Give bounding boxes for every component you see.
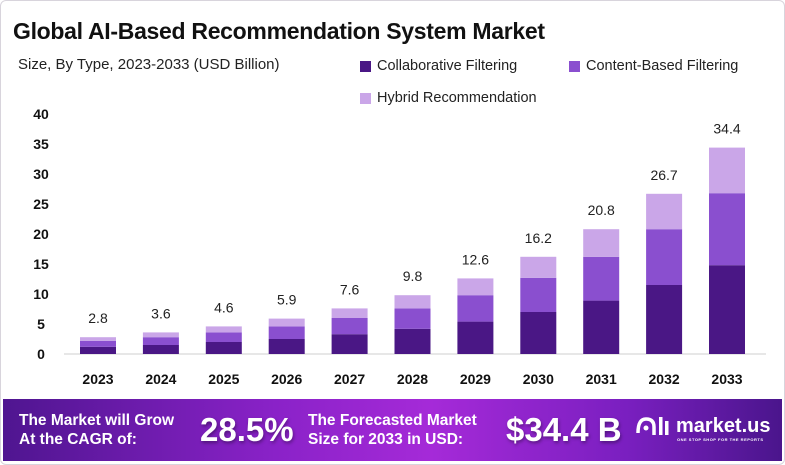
forecast-caption-line1: The Forecasted Market — [308, 412, 477, 429]
forecast-caption: The Forecasted Market Size for 2033 in U… — [308, 411, 477, 449]
bar-segment-content-based-filtering-2032 — [646, 229, 683, 285]
total-data-label: 3.6 — [151, 305, 171, 321]
x-tick-label: 2032 — [649, 371, 680, 387]
total-data-label: 2.8 — [88, 310, 108, 326]
x-tick-label: 2023 — [82, 371, 113, 387]
bar-segment-collaborative-filtering-2031 — [583, 300, 620, 354]
cagr-value: 28.5% — [200, 411, 294, 448]
x-tick-label: 2024 — [145, 371, 176, 387]
bar-segment-collaborative-filtering-2026 — [268, 339, 305, 354]
bar-segment-hybrid-recommendation-2023 — [80, 337, 116, 341]
bar-segment-collaborative-filtering-2033 — [709, 265, 745, 354]
legend-item-hybrid: Hybrid Recommendation — [360, 90, 537, 106]
bar-segment-hybrid-recommendation-2028 — [394, 295, 431, 309]
bar-segment-collaborative-filtering-2030 — [520, 312, 557, 354]
bar-segment-content-based-filtering-2030 — [520, 277, 557, 312]
cagr-caption-line2: At the CAGR of: — [19, 431, 137, 448]
forecast-value: $34.4 B — [506, 411, 622, 448]
bar-segment-hybrid-recommendation-2027 — [331, 308, 368, 318]
bar-chart: 05101520253035402.820233.620244.620255.9… — [33, 106, 766, 387]
legend-item-content-based: Content-Based Filtering — [569, 58, 738, 74]
total-data-label: 34.4 — [713, 121, 740, 137]
bar-segment-collaborative-filtering-2029 — [457, 321, 494, 354]
market-us-logo: market.us ONE STOP SHOP FOR THE REPORTS — [635, 413, 771, 442]
y-tick-label: 0 — [37, 346, 45, 362]
logo-tagline: ONE STOP SHOP FOR THE REPORTS — [677, 437, 764, 442]
bar-segment-content-based-filtering-2031 — [583, 256, 620, 301]
legend-swatch — [360, 60, 371, 72]
x-tick-label: 2025 — [208, 371, 239, 387]
y-tick-label: 20 — [33, 226, 49, 242]
bar-segment-hybrid-recommendation-2026 — [268, 318, 305, 327]
bar-segment-hybrid-recommendation-2033 — [709, 147, 745, 194]
total-data-label: 7.6 — [340, 281, 360, 297]
bar-segment-collaborative-filtering-2028 — [394, 328, 431, 354]
bar-segment-hybrid-recommendation-2024 — [142, 332, 179, 338]
bar-segment-collaborative-filtering-2023 — [80, 346, 116, 354]
legend-item-collaborative: Collaborative Filtering — [360, 58, 517, 74]
x-tick-label: 2030 — [523, 371, 554, 387]
x-tick-label: 2027 — [334, 371, 365, 387]
total-data-label: 9.8 — [403, 268, 423, 284]
bar-segment-content-based-filtering-2028 — [394, 308, 431, 329]
legend-label: Content-Based Filtering — [586, 58, 739, 74]
bar-segment-content-based-filtering-2025 — [205, 332, 242, 342]
bar-segment-hybrid-recommendation-2032 — [646, 193, 683, 230]
x-tick-label: 2031 — [586, 371, 617, 387]
chart-subtitle: Size, By Type, 2023-2033 (USD Billion) — [18, 56, 280, 73]
bar-segment-content-based-filtering-2024 — [142, 337, 179, 345]
y-tick-label: 15 — [33, 256, 49, 272]
legend-swatch — [360, 92, 371, 104]
total-data-label: 4.6 — [214, 299, 234, 315]
legend-label: Collaborative Filtering — [377, 58, 518, 74]
y-tick-label: 35 — [33, 136, 49, 152]
logo-icon — [636, 417, 669, 435]
y-tick-label: 30 — [33, 166, 49, 182]
summary-banner: The Market will Grow At the CAGR of: 28.… — [3, 399, 782, 461]
total-data-label: 12.6 — [462, 251, 489, 267]
legend-swatch — [569, 60, 580, 72]
bar-segment-hybrid-recommendation-2030 — [520, 256, 557, 278]
bar-segment-hybrid-recommendation-2029 — [457, 278, 494, 296]
bar-segment-collaborative-filtering-2032 — [646, 285, 683, 354]
y-tick-label: 5 — [37, 316, 45, 332]
total-data-label: 20.8 — [588, 202, 615, 218]
logo-text: market.us — [676, 414, 771, 437]
legend-label: Hybrid Recommendation — [377, 90, 537, 106]
x-tick-label: 2033 — [711, 371, 742, 387]
bar-segment-content-based-filtering-2026 — [268, 326, 305, 339]
cagr-caption-line1: The Market will Grow — [19, 412, 175, 429]
bar-segment-collaborative-filtering-2024 — [142, 345, 179, 354]
bar-segment-collaborative-filtering-2027 — [331, 334, 368, 354]
bar-segment-hybrid-recommendation-2025 — [205, 326, 242, 333]
forecast-caption-line2: Size for 2033 in USD: — [308, 431, 464, 448]
x-tick-label: 2026 — [271, 371, 302, 387]
y-tick-label: 40 — [33, 106, 49, 122]
x-tick-label: 2028 — [397, 371, 428, 387]
bar-segment-hybrid-recommendation-2031 — [583, 229, 620, 257]
total-data-label: 5.9 — [277, 292, 297, 308]
y-tick-label: 25 — [33, 196, 49, 212]
bar-segment-content-based-filtering-2027 — [331, 318, 368, 335]
total-data-label: 26.7 — [650, 167, 677, 183]
y-tick-label: 10 — [33, 286, 49, 302]
chart-title: Global AI-Based Recommendation System Ma… — [13, 18, 545, 44]
bar-segment-content-based-filtering-2023 — [80, 340, 116, 347]
cagr-caption: The Market will Grow At the CAGR of: — [19, 411, 174, 449]
x-tick-label: 2029 — [460, 371, 491, 387]
bar-segment-content-based-filtering-2029 — [457, 295, 494, 322]
bar-segment-content-based-filtering-2033 — [709, 193, 745, 266]
bar-segment-collaborative-filtering-2025 — [205, 342, 242, 354]
total-data-label: 16.2 — [525, 230, 552, 246]
